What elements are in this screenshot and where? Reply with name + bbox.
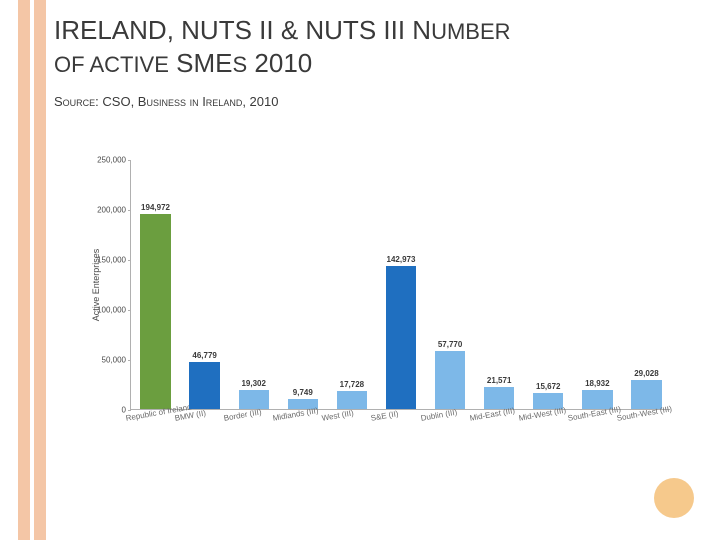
chart-bar-value: 9,749	[273, 388, 333, 397]
title-text: OF ACTIVE	[54, 52, 169, 77]
slide-subtitle: Source: CSO, Business in Ireland, 2010	[54, 94, 278, 109]
chart-y-tick-mark	[128, 410, 131, 411]
chart-bar-value: 57,770	[420, 340, 480, 349]
chart-y-tick: 100,000	[76, 306, 126, 315]
chart-bar: 29,028	[631, 380, 661, 409]
title-text: 2010	[247, 48, 312, 78]
chart-bar-value: 18,932	[567, 379, 627, 388]
chart-y-tick-mark	[128, 160, 131, 161]
chart-y-tick-mark	[128, 310, 131, 311]
chart-plot-area: Active Enterprises 050,000100,000150,000…	[130, 160, 670, 410]
chart-bar-value: 17,728	[322, 380, 382, 389]
chart-bar: 57,770	[435, 351, 465, 409]
chart-y-tick-mark	[128, 260, 131, 261]
chart-x-tick: Border (III)	[223, 407, 262, 423]
chart-y-tick: 50,000	[76, 356, 126, 365]
bar-chart: Active Enterprises 050,000100,000150,000…	[80, 160, 680, 470]
chart-bar: 194,972	[140, 214, 170, 409]
title-text: UMBER	[431, 19, 510, 44]
accent-stripe	[18, 0, 30, 540]
chart-bar: 17,728	[337, 391, 367, 409]
chart-x-tick: Dublin (III)	[420, 408, 458, 423]
chart-y-tick: 200,000	[76, 206, 126, 215]
chart-bar-value: 194,972	[126, 203, 186, 212]
chart-bar-value: 46,779	[175, 351, 235, 360]
chart-x-tick: S&E (II)	[370, 409, 399, 423]
chart-x-tick: West (III)	[321, 408, 354, 422]
chart-bar-value: 29,028	[616, 369, 676, 378]
chart-y-tick: 0	[76, 406, 126, 415]
chart-bar: 142,973	[386, 266, 416, 409]
chart-bar-value: 142,973	[371, 255, 431, 264]
chart-bar: 46,779	[189, 362, 219, 409]
title-text: SME	[169, 48, 233, 78]
chart-bar-value: 19,302	[224, 379, 284, 388]
slide-title: IRELAND, NUTS II & NUTS III NUMBER OF AC…	[54, 14, 694, 79]
accent-stripe	[34, 0, 46, 540]
title-text: IRELAND, NUTS II & NUTS III N	[54, 15, 431, 45]
title-text: S	[233, 52, 248, 77]
decorative-dot-icon	[654, 478, 694, 518]
chart-y-tick: 150,000	[76, 256, 126, 265]
chart-bar: 19,302	[239, 390, 269, 409]
chart-y-tick: 250,000	[76, 156, 126, 165]
chart-y-tick-mark	[128, 360, 131, 361]
slide: IRELAND, NUTS II & NUTS III NUMBER OF AC…	[0, 0, 720, 540]
